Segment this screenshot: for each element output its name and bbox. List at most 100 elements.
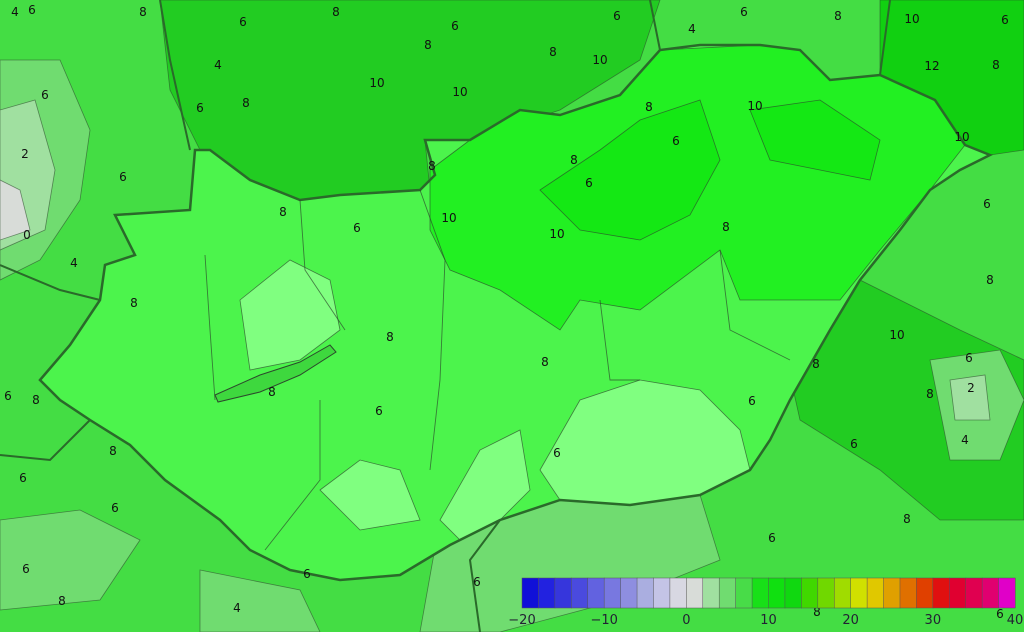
colorbar-segment	[932, 577, 950, 609]
country-border	[0, 419, 91, 462]
country-border	[879, 0, 891, 76]
colorbar-segment	[686, 577, 704, 609]
hungary-border	[38, 43, 994, 582]
contour-label: 8	[645, 100, 653, 114]
contour-label: 10	[904, 12, 919, 26]
contour-label: 6	[585, 176, 593, 190]
contour-label: 8	[109, 444, 117, 458]
contour-label: 6	[850, 437, 858, 451]
contour-label: 2	[21, 147, 29, 161]
temperature-zone	[199, 569, 321, 632]
contour-label: 6	[19, 471, 27, 485]
contour-label: 8	[279, 205, 287, 219]
colorbar-segment	[998, 577, 1016, 609]
contour-label: 10	[954, 130, 969, 144]
contour-label: 6	[748, 394, 756, 408]
colorbar-segment	[883, 577, 901, 609]
contour-label: 4	[11, 5, 19, 19]
colorbar-segment	[801, 577, 819, 609]
colorbar-segment	[866, 577, 885, 609]
county-border	[419, 189, 446, 471]
temperature-zone	[239, 259, 341, 371]
contour-label: 6	[28, 3, 36, 17]
colorbar-segment	[965, 577, 983, 609]
colorbar-tick-label: −20	[508, 613, 535, 628]
contour-label: 8	[32, 393, 40, 407]
contour-label: 8	[570, 153, 578, 167]
colorbar-tick-label: 20	[842, 613, 859, 628]
contour-label: 6	[303, 567, 311, 581]
contour-label: 4	[688, 22, 696, 36]
temperature-zone	[319, 459, 421, 531]
county-border	[264, 400, 321, 551]
contour-label: 6	[672, 134, 680, 148]
colorbar-segment	[899, 577, 917, 609]
colorbar-segment	[669, 577, 687, 609]
contour-label: 8	[813, 605, 821, 619]
colorbar-segment	[521, 577, 539, 609]
colorbar-tick-label: 0	[682, 613, 690, 628]
colorbar-segment	[751, 577, 770, 609]
country-border	[159, 0, 191, 151]
contour-label: 8	[268, 385, 276, 399]
contour-label: 10	[549, 227, 564, 241]
contour-label: 4	[233, 601, 241, 615]
colorbar-segment	[571, 577, 589, 609]
contour-label: 2	[967, 381, 975, 395]
colorbar-tick-label: 10	[760, 613, 777, 628]
colorbar-tick-label: 40	[1007, 613, 1024, 628]
contour-label: 6	[41, 88, 49, 102]
colorbar-segment	[833, 577, 852, 609]
country-border	[649, 0, 661, 51]
temperature-zone	[0, 179, 31, 241]
contour-label: 8	[428, 159, 436, 173]
contour-label: 8	[130, 296, 138, 310]
contour-label: 4	[961, 433, 969, 447]
colorbar-segment	[735, 577, 753, 609]
contour-label: 6	[613, 9, 621, 23]
colorbar-segment	[702, 577, 720, 609]
contour-label: 8	[903, 512, 911, 526]
contour-label: 6	[996, 607, 1004, 621]
colorbar-segment	[949, 577, 967, 609]
contour-label: 6	[111, 501, 119, 515]
contour-label: 8	[549, 45, 557, 59]
lake-balaton	[214, 344, 337, 403]
colorbar-segment	[587, 577, 605, 609]
contour-label: 8	[386, 330, 394, 344]
colorbar-segment	[538, 577, 556, 609]
contour-label: 8	[992, 58, 1000, 72]
colorbar-segment	[636, 577, 655, 609]
colorbar-segment	[620, 577, 638, 609]
colorbar-tick-label: 30	[925, 613, 942, 628]
contour-label: 8	[986, 273, 994, 287]
contour-label: 8	[139, 5, 147, 19]
contour-label: 8	[332, 5, 340, 19]
colorbar-segment	[768, 577, 786, 609]
contour-label: 6	[22, 562, 30, 576]
colorbar-tick-label: −10	[590, 613, 617, 628]
colorbar-segment	[784, 577, 802, 609]
contour-label: 6	[353, 221, 361, 235]
country-border	[468, 519, 501, 632]
contour-label: 6	[4, 389, 12, 403]
contour-label: 0	[23, 228, 31, 242]
contour-label: 8	[812, 357, 820, 371]
colorbar-segment	[603, 577, 622, 609]
colorbar-segment	[653, 577, 671, 609]
contour-label: 10	[441, 211, 456, 225]
contour-label: 6	[473, 575, 481, 589]
contour-label: 8	[58, 594, 66, 608]
contour-label: 6	[965, 351, 973, 365]
contour-label: 6	[196, 101, 204, 115]
contour-label: 8	[926, 387, 934, 401]
contour-label: 6	[119, 170, 127, 184]
contour-label: 4	[70, 256, 78, 270]
colorbar-segment	[916, 577, 934, 609]
colorbar-segment	[718, 577, 737, 609]
contour-label: 6	[375, 404, 383, 418]
contour-label: 6	[768, 531, 776, 545]
temperature-zone	[949, 374, 991, 421]
